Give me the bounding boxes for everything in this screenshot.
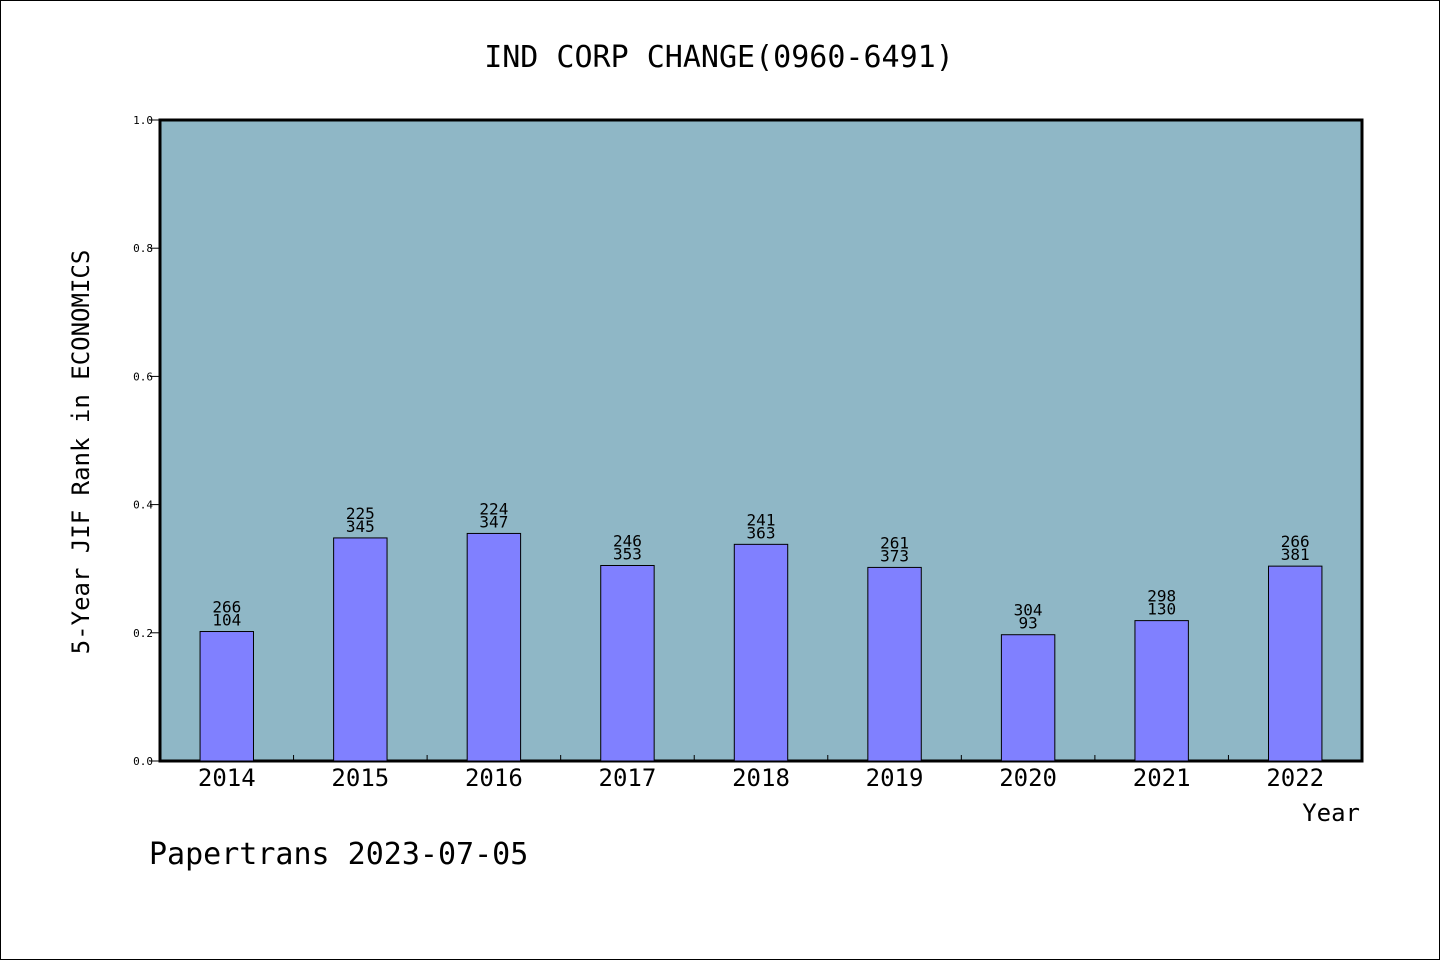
bar-labels: 2661042253452243472463532413632613733049…: [212, 499, 1309, 632]
bar-label-bottom: 381: [1281, 545, 1310, 564]
x-tick-label: 2022: [1266, 764, 1324, 792]
x-tick-label: 2014: [198, 764, 256, 792]
bar-label-top: 241: [747, 510, 776, 529]
x-axis: 2014 2015 2016 2017 2018 2019 2020 2021 2022: [198, 755, 1324, 792]
y-tick-label: 0.6: [133, 370, 153, 383]
bar-label-bottom: 347: [479, 512, 508, 531]
x-tick-label: 2019: [866, 764, 924, 792]
chart-title: IND CORP CHANGE(0960-6491): [484, 40, 954, 75]
bar-2015: [333, 537, 388, 762]
x-tick-label: 2016: [465, 764, 523, 792]
x-tick-label: 2020: [999, 764, 1057, 792]
bar-label-top: 298: [1147, 587, 1176, 606]
x-tick-label: 2015: [331, 764, 389, 792]
bar-2016: [466, 532, 522, 762]
bar-label-bottom: 373: [880, 546, 909, 565]
bar-label-bottom: 363: [747, 523, 776, 542]
bars: [199, 532, 1323, 762]
bar-2019: [867, 566, 922, 762]
bar-2018: [733, 543, 789, 762]
y-tick-label: 0.2: [133, 627, 153, 640]
y-tick-label: 1.0: [133, 114, 153, 127]
bar-label-top: 266: [212, 598, 241, 617]
y-tick-label: 0.0: [133, 755, 153, 768]
y-axis: 0.0 0.2 0.4 0.6 0.8 1.0: [133, 114, 160, 768]
footer-credit: Papertrans 2023-07-05: [149, 837, 528, 872]
bar-2021: [1134, 620, 1189, 762]
bar-label-top: 261: [880, 533, 909, 552]
bar-label-bottom: 345: [346, 517, 375, 536]
x-tick-label: 2018: [732, 764, 790, 792]
y-tick-label: 0.4: [133, 499, 153, 512]
bar-2020: [1000, 634, 1056, 762]
bar-label-bottom: 104: [212, 611, 241, 630]
x-tick-label: 2017: [599, 764, 657, 792]
bar-label-top: 225: [346, 504, 375, 523]
y-tick-label: 0.8: [133, 242, 153, 255]
bar-label-top: 224: [479, 499, 508, 518]
bar-label-top: 304: [1014, 601, 1043, 620]
bar-label-bottom: 130: [1147, 600, 1176, 619]
bar-2017: [600, 564, 655, 762]
bar-2022: [1268, 565, 1323, 762]
bar-label-bottom: 93: [1018, 614, 1037, 633]
bar-label-top: 266: [1281, 532, 1310, 551]
bar-2014: [199, 631, 254, 762]
x-tick-label: 2021: [1133, 764, 1191, 792]
bar-label-bottom: 353: [613, 544, 642, 563]
bar-label-top: 246: [613, 531, 642, 550]
x-axis-label: Year: [1302, 799, 1360, 827]
y-axis-label: 5-Year JIF Rank in ECONOMICS: [67, 250, 95, 655]
